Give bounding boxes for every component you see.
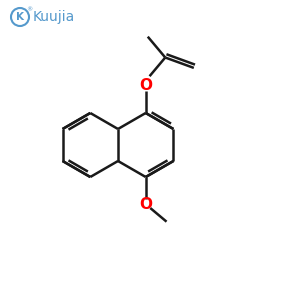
Text: K: K [16,12,24,22]
Text: ®: ® [26,8,33,13]
Text: O: O [139,197,152,212]
Text: Kuujia: Kuujia [33,10,75,24]
Text: O: O [139,78,152,93]
